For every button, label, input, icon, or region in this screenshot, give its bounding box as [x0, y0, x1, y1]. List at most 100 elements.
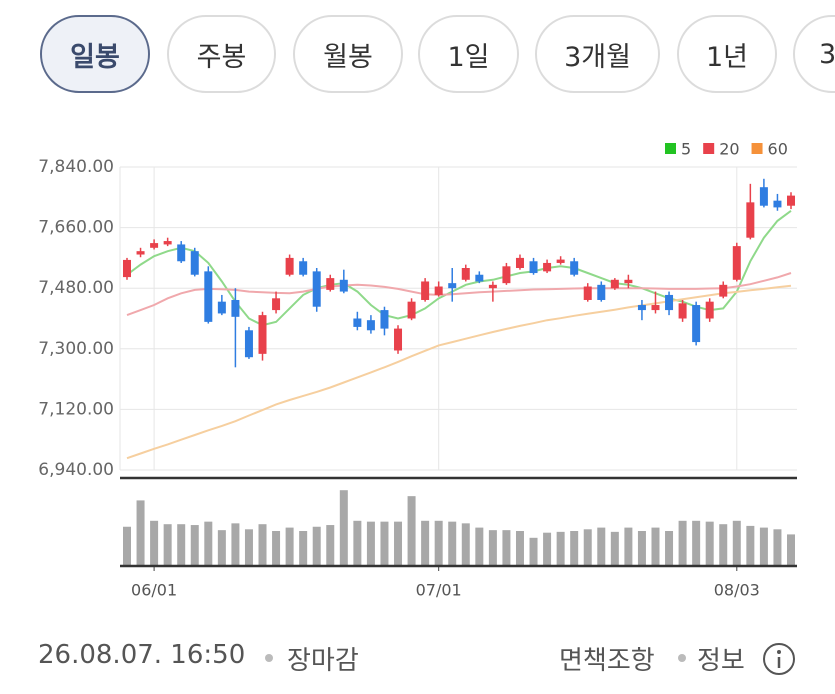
- volume-bar: [190, 525, 199, 565]
- volume-bar: [272, 531, 281, 565]
- volume-bar: [665, 531, 674, 565]
- volume-bar: [339, 490, 348, 565]
- y-tick-label: 7,120.00: [38, 399, 114, 419]
- period-tab[interactable]: 월봉: [293, 15, 403, 93]
- x-tick-label: 08/03: [714, 581, 760, 600]
- candle-body: [515, 257, 524, 268]
- volume-bar: [556, 531, 565, 565]
- period-tab[interactable]: 1일: [418, 15, 519, 93]
- y-tick-label: 7,300.00: [38, 339, 114, 359]
- volume-bar: [163, 524, 172, 565]
- volume-bar: [326, 525, 335, 565]
- y-tick-label: 7,840.00: [38, 157, 114, 177]
- candle-body: [177, 244, 186, 262]
- volume-bar: [759, 527, 768, 565]
- candle-body: [651, 305, 660, 311]
- legend-swatch: [665, 143, 676, 154]
- volume-bar: [231, 523, 240, 565]
- info-link[interactable]: 정보: [697, 646, 745, 676]
- candle-body: [136, 251, 145, 255]
- x-tick-label: 07/01: [416, 581, 462, 600]
- disclaimer-link[interactable]: 면책조항: [559, 646, 655, 676]
- candle-body: [705, 301, 714, 319]
- chart: 6,940.00 7,120.00 7,300.00 7,480.00 7,660.00…: [38, 140, 797, 600]
- info-icon[interactable]: [762, 642, 796, 676]
- legend-swatch: [751, 143, 763, 154]
- candle-body: [299, 261, 308, 275]
- volume-bar: [502, 530, 511, 565]
- candle-body: [448, 283, 457, 289]
- candle-body: [637, 305, 646, 311]
- volume-bar: [597, 527, 606, 565]
- moving-average-line: [126, 284, 792, 460]
- volume-bar: [678, 520, 687, 565]
- period-tab[interactable]: 주봉: [167, 15, 276, 93]
- volume-bar: [204, 521, 213, 565]
- candle-body: [556, 259, 565, 263]
- volume-bar: [448, 521, 457, 565]
- candle-body: [312, 271, 321, 307]
- volume-bar: [543, 532, 552, 565]
- volume-bar: [529, 537, 538, 565]
- candle-body: [434, 286, 443, 295]
- candle-body: [719, 284, 728, 297]
- candle-body: [665, 294, 674, 311]
- volume-bar: [136, 500, 145, 565]
- legend-label: 60: [768, 140, 788, 159]
- period-tabs: 일봉 주봉 월봉 1일 3개월 1년 3: [0, 15, 835, 97]
- volume-bar: [394, 521, 403, 565]
- x-tick-label: 06/01: [131, 581, 177, 600]
- volume-bar: [719, 524, 728, 565]
- candle-body: [326, 278, 335, 290]
- volume-bar: [150, 520, 159, 565]
- candle-body: [692, 305, 701, 343]
- volume-bar: [380, 521, 389, 565]
- volume-bar: [475, 527, 484, 565]
- candle-body: [624, 279, 633, 284]
- volume-bar: [366, 521, 375, 565]
- y-tick-label: 6,940.00: [38, 460, 114, 480]
- candle-body: [407, 301, 416, 319]
- volume-bar: [692, 520, 701, 565]
- volume-bar: [787, 534, 795, 565]
- candle-body: [163, 241, 172, 245]
- candle-body: [394, 328, 403, 351]
- volume-bar: [434, 520, 443, 565]
- volume-bar: [217, 530, 226, 565]
- legend-swatch: [703, 143, 715, 154]
- period-tab[interactable]: 일봉: [40, 15, 150, 93]
- candle-body: [380, 310, 389, 329]
- timestamp: 26.08.07. 16:50: [38, 640, 246, 670]
- candle-body: [475, 274, 484, 282]
- volume-bar: [285, 527, 294, 565]
- candle-body: [190, 251, 199, 275]
- volume-bar: [570, 531, 579, 565]
- candle-body: [678, 303, 687, 319]
- y-tick-label: 7,660.00: [38, 218, 114, 238]
- volume-bar: [732, 520, 741, 565]
- volume-bar: [705, 521, 714, 565]
- period-tab[interactable]: 3개월: [535, 15, 660, 93]
- period-tab[interactable]: 1년: [677, 15, 777, 93]
- y-tick-label: 7,480.00: [38, 278, 114, 298]
- candle-body: [610, 279, 619, 289]
- candle-body: [570, 261, 579, 275]
- volume-bar: [407, 496, 416, 565]
- candle-body: [366, 320, 375, 331]
- candle-body: [759, 187, 768, 206]
- volume-bar: [123, 526, 131, 565]
- moving-average-line: [126, 272, 792, 317]
- candle-body: [272, 298, 281, 311]
- volume-bar: [312, 526, 321, 565]
- legend-label: 20: [719, 140, 739, 159]
- volume-bar: [177, 524, 186, 565]
- candle-body: [597, 284, 606, 300]
- volume-bar: [651, 527, 660, 565]
- candle-body: [787, 195, 795, 206]
- volume-bar: [353, 520, 362, 565]
- candle-body: [543, 262, 552, 272]
- candle-body: [461, 268, 470, 280]
- volume-bar: [258, 524, 267, 565]
- candle-body: [217, 301, 226, 314]
- volume-bar: [773, 529, 782, 565]
